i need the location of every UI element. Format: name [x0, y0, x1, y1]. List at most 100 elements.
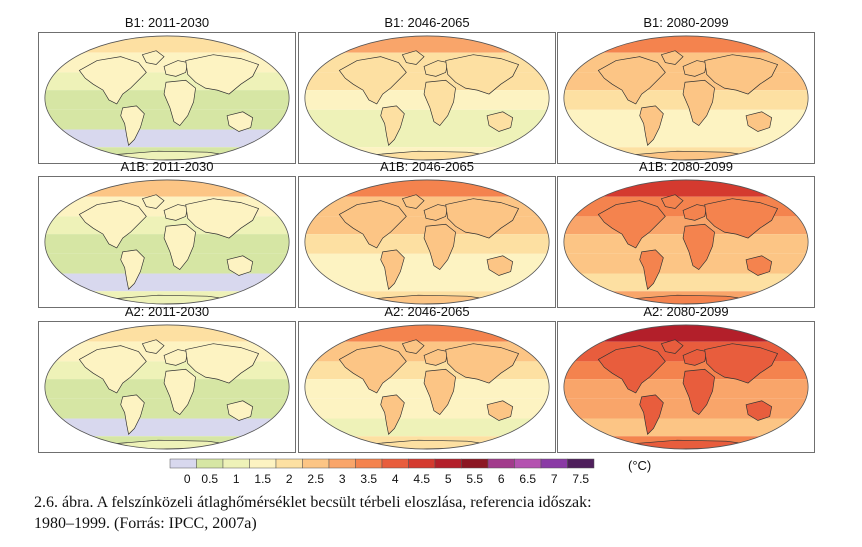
south-america-landmass [639, 394, 664, 435]
north-america-landmass [338, 345, 407, 394]
australia-landmass [226, 255, 254, 276]
colorbar-tick-label: 2 [286, 472, 293, 486]
temperature-band [44, 109, 290, 130]
south-america-landmass [120, 249, 145, 290]
australia-landmass [745, 400, 773, 421]
world-map [44, 324, 290, 450]
south-america-landmass [380, 394, 405, 435]
europe-landmass [163, 60, 189, 77]
colorbar-tick-label: 7.5 [572, 472, 589, 486]
world-map-panel [298, 32, 556, 164]
africa-landmass [682, 368, 715, 416]
australia-landmass [486, 400, 514, 421]
south-america-landmass [639, 105, 664, 146]
asia-landmass [704, 198, 779, 239]
australia-landmass [226, 400, 254, 421]
north-america-landmass [597, 200, 666, 249]
colorbar-swatch [275, 458, 303, 469]
caption-line-1: 2.6. ábra. A felszínközeli átlaghőmérsék… [34, 494, 592, 511]
world-map [563, 35, 809, 161]
australia-landmass [486, 111, 514, 132]
africa-landmass [423, 223, 456, 271]
north-america-landmass [597, 56, 666, 105]
world-map [563, 324, 809, 450]
map-panel-title: B1: 2080-2099 [643, 15, 729, 30]
colorbar-swatch [514, 458, 542, 469]
south-america-landmass [639, 249, 664, 290]
temperature-band [563, 273, 809, 292]
north-america-landmass [338, 200, 407, 249]
temperature-band [563, 253, 809, 274]
world-map-panel [298, 321, 556, 453]
world-map [44, 35, 290, 161]
temperature-band [304, 109, 550, 130]
colorbar-tick-label: 0 [184, 472, 191, 486]
europe-landmass [423, 349, 449, 366]
greenland-landmass [401, 50, 425, 65]
africa-landmass [682, 223, 715, 271]
map-outline [563, 324, 809, 450]
temperature-band [44, 129, 290, 148]
colorbar-swatch [302, 458, 330, 469]
temperature-band [563, 109, 809, 130]
europe-landmass [682, 204, 708, 221]
map-outline [563, 179, 809, 305]
world-map-panel [38, 176, 296, 308]
temperature-band [304, 253, 550, 274]
colorbar-tick-label: 1 [233, 472, 240, 486]
world-map [304, 179, 550, 305]
map-outline [563, 35, 809, 161]
colorbar-tick-label: 6 [498, 472, 505, 486]
africa-landmass [163, 79, 196, 127]
temperature-band [44, 273, 290, 292]
map-outline [304, 179, 550, 305]
colorbar-swatch [196, 458, 224, 469]
temperature-band [44, 398, 290, 419]
colorbar-tick-label: 3.5 [360, 472, 377, 486]
map-outline [304, 35, 550, 161]
map-panel-title: A1B: 2080-2099 [639, 159, 733, 174]
south-america-landmass [380, 249, 405, 290]
greenland-landmass [141, 194, 165, 209]
world-map [304, 324, 550, 450]
australia-landmass [486, 255, 514, 276]
colorbar-swatch [461, 458, 489, 469]
asia-landmass [704, 343, 779, 384]
temperature-band [563, 398, 809, 419]
colorbar-tick-label: 3 [339, 472, 346, 486]
asia-landmass [185, 54, 260, 95]
greenland-landmass [401, 194, 425, 209]
north-america-landmass [78, 56, 147, 105]
australia-landmass [745, 255, 773, 276]
temperature-band [304, 398, 550, 419]
colorbar-swatch [567, 458, 595, 469]
temperature-colorbar: 0 0.5 1 1.5 2 2.5 3 3.5 4 4.5 5 5.5 6 6.5 7 7.5 [169, 458, 595, 486]
europe-landmass [423, 60, 449, 77]
map-outline [304, 324, 550, 450]
map-panel-title: A1B: 2011-2030 [120, 159, 214, 174]
asia-landmass [704, 54, 779, 95]
map-panel-title: A2: 2011-2030 [124, 304, 210, 319]
world-map-panel [557, 176, 815, 308]
colorbar-unit: (°C) [628, 458, 652, 473]
europe-landmass [682, 349, 708, 366]
map-outline [44, 324, 290, 450]
colorbar-tick-label: 4.5 [413, 472, 430, 486]
colorbar-tick-label: 0.5 [201, 472, 218, 486]
north-america-landmass [597, 345, 666, 394]
map-panel-title: B1: 2046-2065 [384, 15, 470, 30]
temperature-band [563, 418, 809, 437]
asia-landmass [185, 198, 260, 239]
colorbar-swatch [487, 458, 515, 469]
colorbar-swatch [249, 458, 277, 469]
colorbar-swatch [222, 458, 250, 469]
colorbar-swatch [434, 458, 462, 469]
map-panel-title: A2: 2080-2099 [643, 304, 729, 319]
temperature-band [44, 253, 290, 274]
temperature-band [304, 418, 550, 437]
north-america-landmass [78, 200, 147, 249]
europe-landmass [682, 60, 708, 77]
europe-landmass [163, 204, 189, 221]
greenland-landmass [660, 50, 684, 65]
south-america-landmass [120, 105, 145, 146]
